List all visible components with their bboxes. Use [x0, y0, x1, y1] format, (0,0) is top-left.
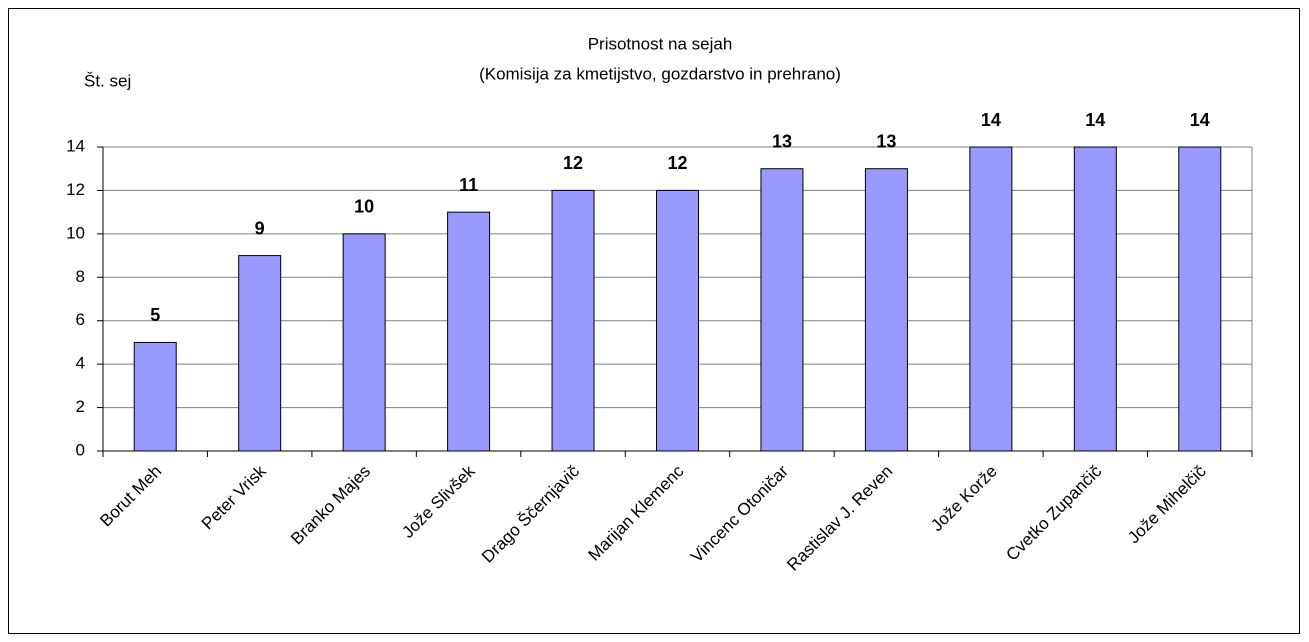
y-tick-label: 2 — [76, 397, 85, 416]
data-label: 14 — [981, 110, 1001, 130]
bar — [133, 341, 177, 452]
y-tick-label: 12 — [66, 180, 85, 199]
y-tick-label: 8 — [76, 267, 85, 286]
data-label: 11 — [459, 175, 478, 195]
data-label: 5 — [150, 305, 160, 325]
data-label: 12 — [563, 153, 583, 173]
bar — [969, 146, 1013, 452]
y-tick-label: 4 — [76, 354, 85, 373]
bar — [1178, 146, 1222, 452]
y-tick-label: 14 — [66, 136, 85, 155]
data-label: 9 — [255, 218, 265, 238]
bar — [238, 255, 282, 452]
bar — [551, 189, 595, 452]
bar — [447, 211, 491, 452]
y-axis-label: Št. sej — [84, 71, 131, 90]
bar — [1073, 146, 1117, 452]
data-label: 14 — [1190, 110, 1210, 130]
data-label: 14 — [1085, 110, 1105, 130]
bar — [864, 168, 908, 452]
chart-title: Prisotnost na sejah — [588, 34, 733, 53]
data-label: 12 — [667, 153, 687, 173]
y-tick-label: 10 — [66, 223, 85, 242]
y-tick-label: 0 — [76, 440, 85, 459]
data-label: 13 — [876, 131, 896, 151]
data-label: 10 — [354, 197, 374, 217]
bar — [656, 189, 699, 452]
bar — [760, 168, 804, 452]
data-label: 13 — [772, 131, 792, 151]
chart-subtitle: (Komisija za kmetijstvo, gozdarstvo in p… — [479, 64, 841, 83]
y-tick-label: 6 — [76, 310, 85, 329]
bar — [342, 233, 386, 452]
